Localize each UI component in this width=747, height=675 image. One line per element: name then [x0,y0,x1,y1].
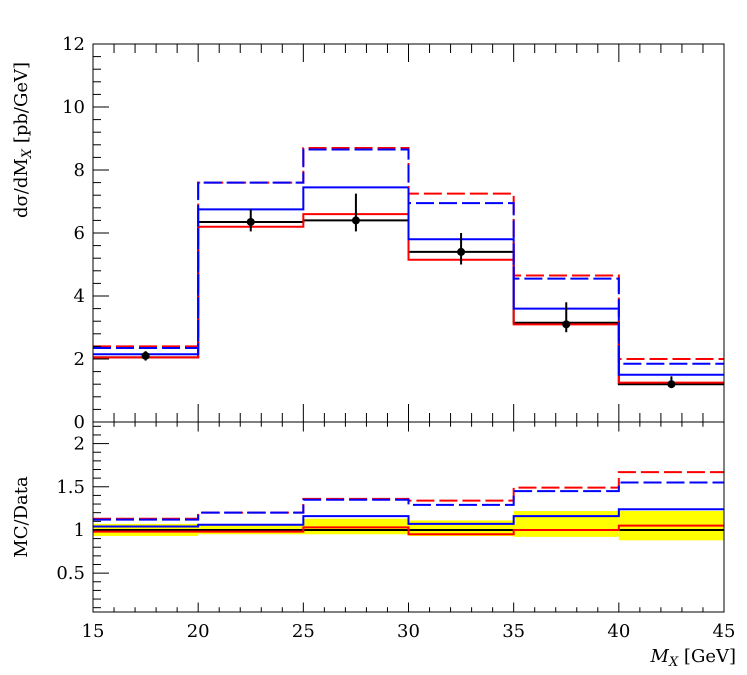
ratio-x-tick-label: 25 [292,621,315,642]
ratio-y-axis-title: MC/Data [11,476,32,558]
ratio-y-tick-label: 2 [74,434,85,455]
main-y-tick-label: 6 [74,223,85,244]
ratio-x-axis-title: MX [GeV] [650,646,737,670]
ratio-series-4-line [93,481,724,521]
ratio-x-tick-label: 30 [397,621,420,642]
ratio-series-2-line [93,508,724,528]
main-y-tick-label: 8 [74,160,85,181]
main-y-tick-label: 12 [62,34,85,55]
ratio-x-tick-label: 45 [713,621,736,642]
main-data-point [351,216,360,225]
main-data-point [246,217,255,226]
main-panel: 0 2 4 6 8 10 12 [62,34,725,433]
ratio-y-tick-label: 1.5 [56,477,85,498]
ratio-x-tick-label: 35 [502,621,525,642]
main-series-4-line [93,148,724,365]
ratio-uncertainty-band-bin [513,510,619,537]
main-data-point [562,320,571,329]
main-y-tick-label: 2 [74,349,85,370]
main-y-tick-label: 4 [74,286,85,307]
ratio-x-tick-label: 15 [82,621,105,642]
ratio-series-1-line [93,524,724,536]
main-y-axis-title: dσ/dMX [pb/GeV] [11,62,35,218]
ratio-y-tick-label: 1 [74,520,85,541]
main-data-point [457,247,466,256]
ratio-panel: 0.5 1 1.5 2 15 20 25 30 35 40 45 [56,421,736,642]
ratio-y-tick-label: 0.5 [56,563,85,584]
main-data-point [141,351,150,360]
main-y-tick-label: 0 [74,412,85,433]
ratio-x-tick-label: 40 [607,621,630,642]
main-y-tick-label: 10 [62,97,85,118]
main-data-point [667,380,676,389]
ratio-x-tick-label: 20 [187,621,210,642]
